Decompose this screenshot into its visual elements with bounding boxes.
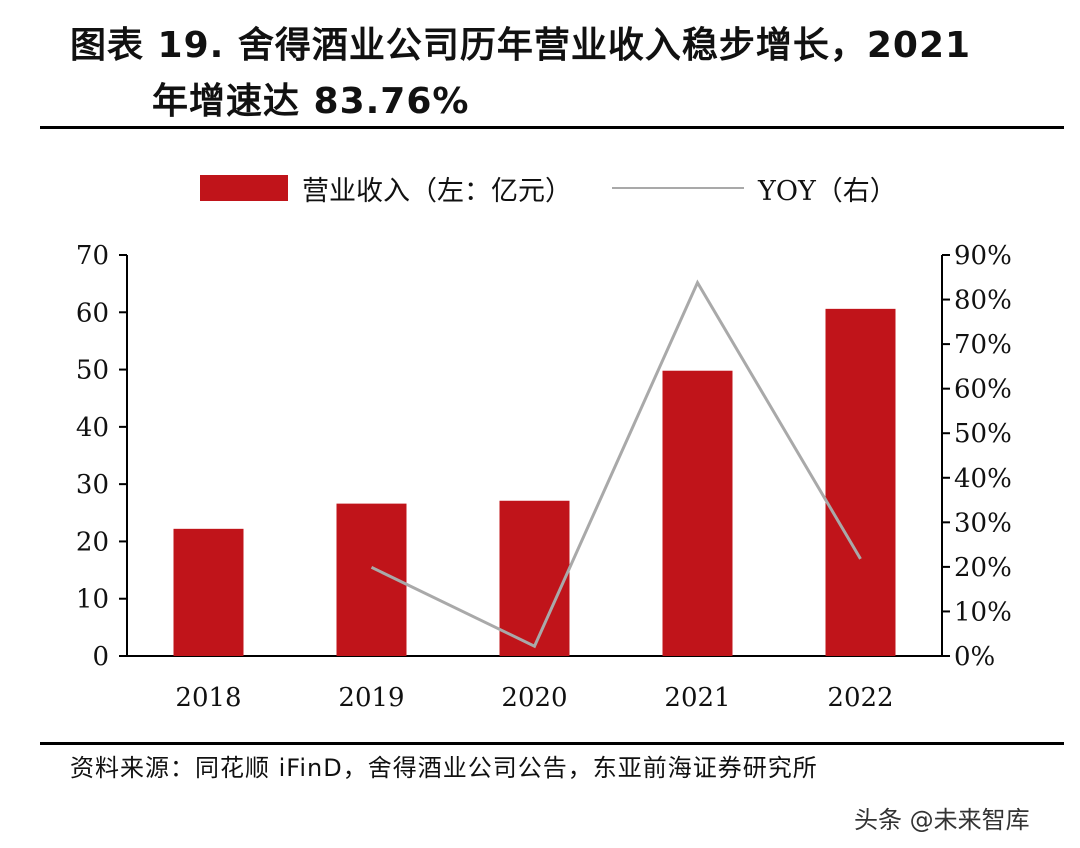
right-tick-label: 0%	[954, 642, 995, 672]
revenue-bar	[662, 370, 733, 656]
source-note: 资料来源：同花顺 iFinD，舍得酒业公司公告，东亚前海证券研究所	[70, 754, 818, 782]
left-tick-label: 30	[76, 470, 109, 500]
right-tick-label: 40%	[954, 464, 1012, 494]
chart-title: 图表 19. 舍得酒业公司历年营业收入稳步增长，2021 年增速达 83.76%	[70, 18, 1060, 130]
bottom-rule	[40, 742, 1064, 745]
right-tick-label: 20%	[954, 553, 1012, 583]
x-tick-label: 2021	[664, 683, 730, 713]
right-tick-label: 10%	[954, 597, 1012, 627]
left-tick-label: 60	[76, 298, 109, 328]
x-tick-label: 2020	[501, 683, 567, 713]
right-tick-label: 70%	[954, 330, 1012, 360]
revenue-bar	[499, 500, 570, 656]
left-tick-label: 50	[76, 356, 109, 386]
left-tick-label: 70	[76, 241, 109, 271]
legend: 营业收入（左：亿元） YOY（右）	[200, 166, 897, 210]
legend-bar-swatch	[200, 175, 288, 201]
legend-line-label: YOY（右）	[758, 175, 897, 207]
revenue-bar	[825, 308, 896, 656]
right-tick-label: 90%	[954, 241, 1012, 271]
watermark: 头条 @未来智库	[854, 806, 1030, 834]
legend-bar-label: 营业收入（左：亿元）	[302, 175, 572, 207]
right-tick-label: 60%	[954, 375, 1012, 405]
left-tick-label: 40	[76, 413, 109, 443]
revenue-bar	[173, 528, 244, 656]
right-tick-label: 50%	[954, 419, 1012, 449]
left-tick-label: 0	[92, 642, 109, 672]
top-rule	[40, 126, 1064, 129]
x-tick-label: 2018	[175, 683, 241, 713]
yoy-line	[370, 279, 862, 649]
title-line-2: 年增速达 83.76%	[152, 81, 470, 122]
x-tick-label: 2019	[338, 683, 404, 713]
legend-line-swatch	[612, 187, 744, 189]
right-tick-label: 30%	[954, 508, 1012, 538]
right-tick-label: 80%	[954, 286, 1012, 316]
x-tick-label: 2022	[827, 683, 893, 713]
left-tick-label: 20	[76, 527, 109, 557]
title-line-1: 图表 19. 舍得酒业公司历年营业收入稳步增长，2021	[70, 25, 972, 66]
left-tick-label: 10	[76, 585, 109, 615]
